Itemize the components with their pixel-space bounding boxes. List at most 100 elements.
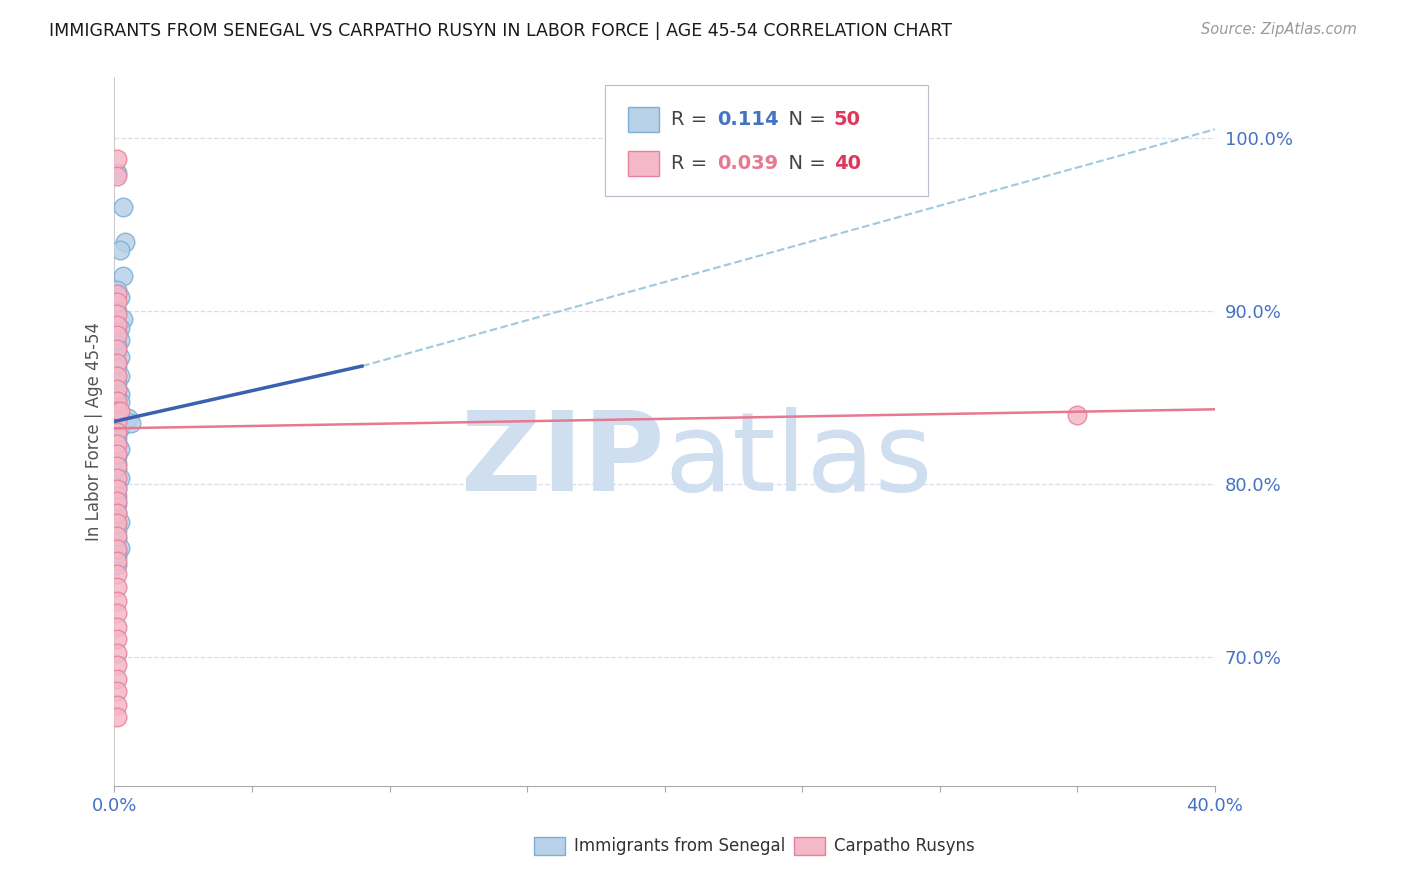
Point [105,558,128,572]
Point [105,360,128,375]
Point [105,471,128,485]
Point [105,524,128,538]
Point [105,325,128,339]
Point [105,710,128,724]
Point [105,632,128,647]
Point [105,528,128,542]
Text: Carpatho Rusyns: Carpatho Rusyns [834,837,974,855]
Point [105,425,128,439]
Point [105,684,128,698]
Point [105,295,128,310]
Text: N =: N = [776,111,832,129]
Text: 0.114: 0.114 [717,111,779,129]
Point [105,376,128,391]
Text: IMMIGRANTS FROM SENEGAL VS CARPATHO RUSYN IN LABOR FORCE | AGE 45-54 CORRELATION: IMMIGRANTS FROM SENEGAL VS CARPATHO RUSY… [49,22,952,40]
Point [111,269,134,284]
Point [108,333,131,347]
Point [105,546,128,560]
Point [120,416,142,430]
Point [108,321,131,335]
Point [105,566,128,581]
Point [108,244,131,258]
Point [108,395,131,409]
Point [105,286,128,301]
Point [105,356,128,370]
Text: ZIP: ZIP [461,407,665,514]
Text: Immigrants from Senegal: Immigrants from Senegal [574,837,785,855]
Point [105,447,128,461]
Y-axis label: In Labor Force | Age 45-54: In Labor Force | Age 45-54 [86,322,103,541]
Point [105,416,128,430]
Point [111,312,134,326]
Point [105,698,128,712]
Point [105,516,128,531]
Point [105,356,128,370]
Point [105,338,128,352]
Point [105,345,128,359]
Point [105,369,128,384]
Point [105,456,128,470]
Point [105,414,128,428]
Point [105,430,128,444]
Point [108,290,131,304]
Point [105,480,128,494]
Point [105,390,128,404]
Point [105,658,128,673]
Point [105,404,128,418]
Point [105,542,128,557]
Point [105,449,128,463]
Point [108,408,131,422]
Point [105,580,128,594]
Point [105,506,128,520]
Point [105,318,128,332]
Text: atlas: atlas [665,407,934,514]
Text: 0.039: 0.039 [717,153,778,172]
Point [105,399,128,413]
Point [105,169,128,183]
Point [105,404,128,418]
Text: 50: 50 [834,111,860,129]
Point [111,200,134,214]
Point [105,393,128,408]
Point [105,307,128,321]
Point [105,494,128,508]
Point [105,506,128,520]
Point [105,382,128,396]
Point [108,471,131,485]
Point [108,369,131,384]
Point [105,489,128,503]
Point [105,165,128,179]
Text: 40: 40 [834,153,860,172]
Text: R =: R = [671,111,713,129]
Point [108,351,131,365]
Point [105,607,128,621]
Point [108,541,131,555]
Point [108,515,131,529]
Point [105,620,128,634]
Point [1066,408,1088,422]
Point [105,646,128,660]
Point [105,425,128,439]
Point [108,442,131,456]
Point [108,386,131,401]
Point [117,411,139,425]
Point [105,594,128,608]
Point [105,672,128,686]
Point [105,463,128,477]
Point [105,283,128,297]
Point [105,152,128,166]
Point [105,459,128,474]
Point [105,497,128,511]
Point [108,421,131,435]
Text: N =: N = [776,153,832,172]
Point [105,554,128,568]
Point [108,404,131,418]
Point [105,328,128,343]
Point [105,411,128,425]
Point [105,435,128,450]
Point [105,342,128,356]
Point [105,549,128,564]
Point [105,532,128,546]
Point [105,482,128,496]
Point [114,235,136,249]
